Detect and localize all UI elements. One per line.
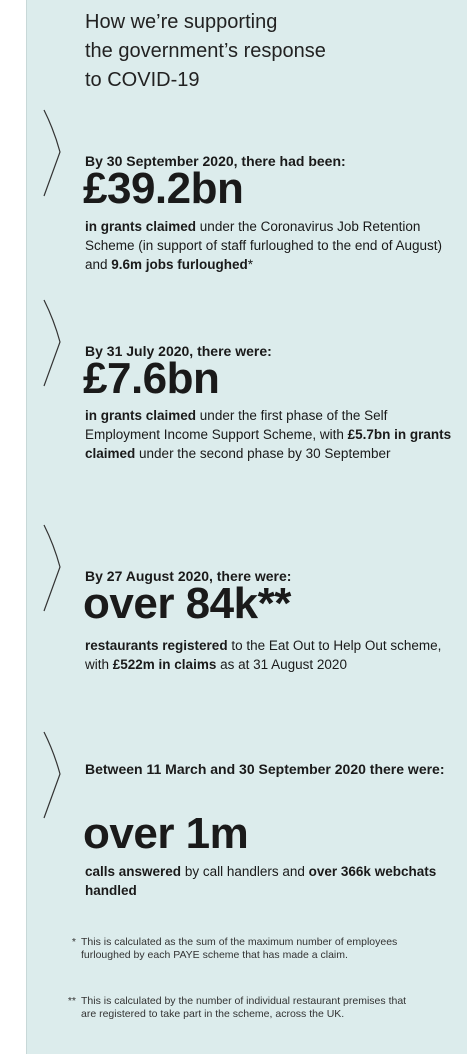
chevron bbox=[43, 109, 61, 197]
section-date: Between 11 March and 30 September 2020 t… bbox=[85, 761, 445, 777]
chevron bbox=[43, 524, 61, 612]
body-run: under the Coronavirus Job Retention Sche… bbox=[85, 219, 442, 272]
title: How we’re supporting the government’s res… bbox=[85, 8, 326, 95]
chevron bbox=[43, 731, 61, 819]
section-date: By 30 September 2020, there had been: bbox=[85, 153, 346, 169]
body-run: £5.7bn in grants claimed bbox=[85, 427, 452, 461]
section-body: in grants claimed under the first phase … bbox=[85, 406, 457, 463]
section-date: By 27 August 2020, there were: bbox=[85, 568, 292, 584]
body-run: over 366k webchats handled bbox=[85, 864, 437, 898]
body-run: under the second phase by 30 September bbox=[135, 446, 391, 461]
footnote-marker: ** bbox=[67, 995, 76, 1007]
title-line: to COVID-19 bbox=[85, 69, 200, 91]
chevron-path bbox=[43, 524, 61, 612]
body-run: restaurants registered bbox=[85, 638, 228, 653]
section-date: By 31 July 2020, there were: bbox=[85, 343, 272, 359]
section-body: in grants claimed under the Coronavirus … bbox=[85, 217, 457, 274]
chevron-path bbox=[43, 731, 61, 819]
body-run: £522m in claims bbox=[112, 657, 217, 672]
chevron-path bbox=[43, 109, 61, 197]
section-headline: £7.6bn bbox=[83, 354, 220, 403]
footnote-text: This is calculated by the number of indi… bbox=[81, 995, 407, 1020]
panel bbox=[26, 0, 467, 1054]
chevron-path bbox=[43, 299, 61, 387]
section-body: restaurants registered to the Eat Out to… bbox=[85, 636, 457, 674]
body-run: under the first phase of the Self Employ… bbox=[85, 408, 388, 442]
title-line: How we’re supporting bbox=[85, 11, 278, 33]
body-run: calls answered bbox=[85, 864, 182, 879]
chevron bbox=[43, 299, 61, 387]
body-run: * bbox=[247, 257, 254, 272]
footnote-text: This is calculated as the sum of the max… bbox=[81, 936, 398, 961]
footnote-marker: * bbox=[71, 936, 76, 948]
section-headline: £39.2bn bbox=[83, 164, 244, 213]
body-run: as at 31 August 2020 bbox=[216, 657, 347, 672]
section-headline: over 1m bbox=[83, 809, 249, 858]
body-run: in grants claimed bbox=[85, 408, 197, 423]
section-body: calls answered by call handlers and over… bbox=[85, 862, 457, 900]
body-run: in grants claimed bbox=[85, 219, 197, 234]
title-line: the government’s response bbox=[85, 40, 326, 62]
body-run: 9.6m jobs furloughed bbox=[111, 257, 248, 272]
section-headline: over 84k** bbox=[83, 579, 291, 628]
body-run: to the Eat Out to Help Out scheme, with bbox=[85, 638, 442, 672]
body-run: by call handlers and bbox=[181, 864, 309, 879]
